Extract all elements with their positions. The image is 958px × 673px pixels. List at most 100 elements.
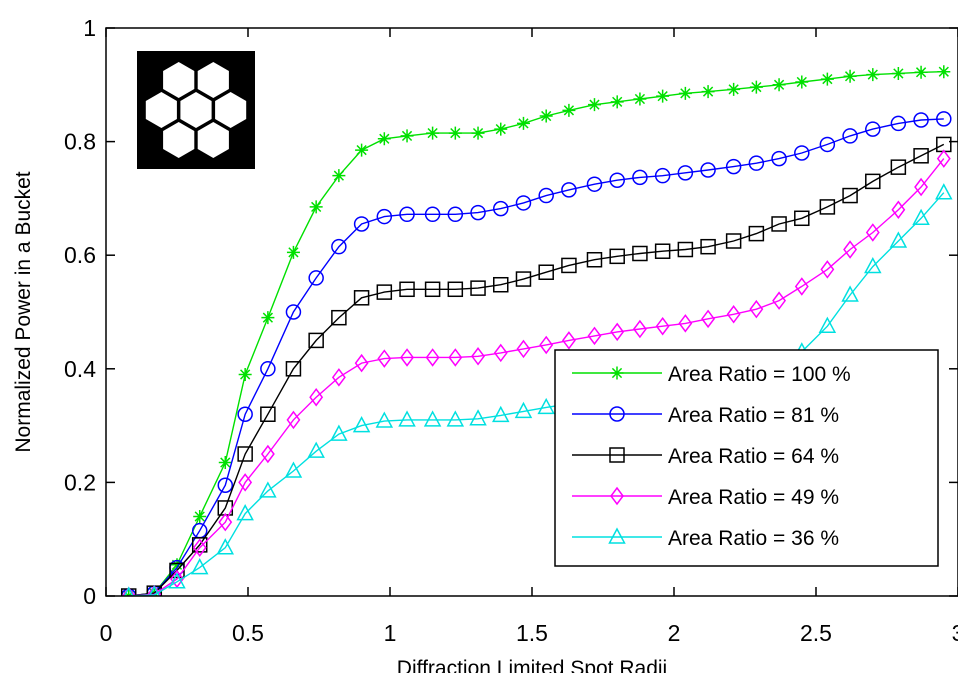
series-4-point — [701, 309, 716, 329]
series-1-point — [377, 132, 391, 146]
series-3-point — [842, 187, 858, 204]
series-5-point — [375, 411, 394, 428]
series-4-point — [772, 291, 787, 310]
series-2-point — [447, 206, 464, 223]
series-5-point — [123, 586, 134, 596]
series-4-point — [471, 347, 485, 366]
hexagon-shape — [197, 122, 229, 158]
series-4-point — [192, 538, 207, 557]
series-5-point — [469, 409, 487, 426]
series-1-point — [866, 68, 880, 82]
series-2-point — [865, 121, 881, 137]
x-tick-label: 1 — [384, 620, 397, 646]
series-2-point — [677, 165, 694, 181]
legend-marker — [609, 406, 625, 422]
hexagon-shape — [163, 62, 195, 98]
series-5-point — [259, 481, 277, 498]
x-axis-label: Diffraction Limited Spot Radii — [397, 657, 667, 673]
series-4-point — [260, 444, 275, 464]
series-2-point — [376, 208, 393, 225]
legend-label: Area Ratio = 64 % — [668, 445, 839, 468]
series-1-point — [332, 169, 346, 183]
series-1-point — [238, 367, 252, 381]
series-5-point — [190, 558, 209, 575]
series-4-point — [400, 348, 414, 367]
series-5-point — [216, 538, 235, 555]
series-2-point — [399, 206, 415, 223]
hexagon-shape — [180, 92, 212, 128]
series-5-point — [352, 416, 371, 433]
series-2-point — [217, 477, 234, 493]
series-2-point — [632, 169, 648, 186]
series-2-point — [890, 115, 907, 132]
series-2-point — [470, 204, 486, 221]
legend-marker — [610, 486, 624, 506]
series-4-point — [843, 240, 858, 259]
series-3-point — [493, 276, 509, 293]
y-tick-label: 0.6 — [64, 242, 96, 268]
x-tick-label: 1.5 — [516, 620, 548, 646]
series-1-point — [562, 103, 576, 117]
series-2-point — [586, 176, 603, 192]
series-4-point — [448, 348, 463, 367]
series-4-point — [331, 368, 346, 387]
series-1-point — [261, 311, 275, 325]
series-3-point — [913, 148, 929, 164]
series-1-point — [355, 143, 369, 157]
hexagon-shape — [197, 62, 229, 98]
series-2-point — [654, 167, 671, 184]
series-3-point — [308, 332, 324, 349]
series-3-point — [470, 280, 486, 296]
legend: Area Ratio = 100 % Area Ratio = 81 % Area … — [554, 349, 939, 567]
series-3-point — [654, 243, 671, 259]
series-2-point — [609, 172, 625, 188]
series-4-point — [425, 348, 440, 367]
series-1-point — [170, 558, 184, 572]
legend-label: Area Ratio = 100 % — [668, 363, 851, 386]
seven-hexagon-aperture-icon — [137, 51, 255, 169]
series-5-point — [330, 424, 348, 441]
series-4-point — [820, 260, 835, 279]
series-5-point — [889, 231, 908, 248]
series-3-point — [331, 309, 347, 326]
series-2-point — [538, 187, 554, 204]
series-3-point — [794, 210, 810, 227]
series-4-point — [309, 387, 324, 407]
series-5-point — [236, 504, 254, 521]
series-5-point — [148, 585, 161, 596]
series-3-point — [865, 173, 881, 190]
series-4-point — [794, 277, 809, 296]
series-1-point — [843, 69, 857, 83]
legend-marker — [610, 366, 624, 380]
series-3-point — [399, 281, 415, 298]
series-5-point — [514, 401, 533, 419]
series-4-point — [726, 305, 741, 324]
series-3 — [120, 136, 952, 596]
series-5-point — [423, 410, 442, 427]
series-3-point — [376, 284, 393, 300]
series-4-point — [936, 149, 951, 168]
series-5-point — [446, 410, 465, 427]
series-4-point — [516, 339, 531, 359]
series-3-point — [725, 233, 742, 249]
series-2-point — [936, 111, 952, 127]
series-1 — [122, 65, 951, 596]
series-1-point — [309, 200, 323, 214]
series-3-point — [260, 406, 276, 422]
x-tick-label: 2 — [668, 620, 681, 646]
series-5-point — [492, 405, 510, 423]
series-3-point — [353, 290, 370, 306]
y-tick-label: 0.4 — [64, 356, 96, 382]
series-3-point — [771, 216, 787, 232]
series-5-point — [841, 285, 859, 302]
series-2 — [120, 111, 952, 596]
series-1-point — [471, 126, 485, 140]
series-2-point — [515, 195, 532, 211]
series-4-point — [561, 331, 576, 350]
series-3-point — [538, 264, 554, 280]
series-4-point — [655, 316, 670, 336]
series-1-point — [193, 509, 207, 523]
series-2-point — [913, 112, 929, 128]
series-1-point — [727, 82, 741, 96]
